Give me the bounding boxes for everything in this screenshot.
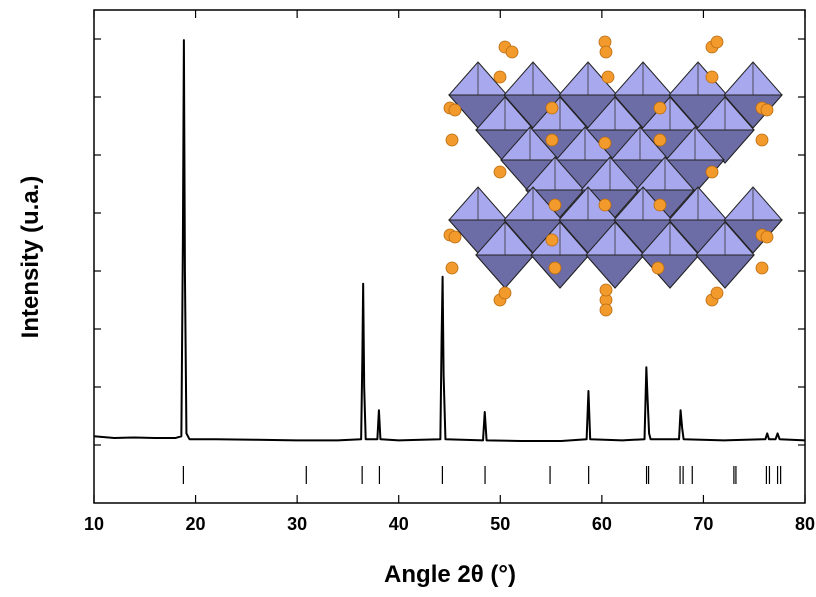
octahedron-face [694,254,756,289]
atom [705,70,719,84]
atom [448,103,462,117]
x-tick-label: 10 [84,514,104,534]
atom [653,198,667,212]
atom [601,70,615,84]
octahedron-face [474,254,536,289]
atom [755,133,769,147]
atom [599,303,613,317]
x-tick-label: 40 [389,514,409,534]
y-axis-title: Intensity (u.a.) [17,176,44,339]
atom [545,101,559,115]
atom [598,198,612,212]
atom [710,35,724,49]
x-tick-label: 20 [186,514,206,534]
atom [493,70,507,84]
atom [760,103,774,117]
atom [710,286,724,300]
atom [548,261,562,275]
atom [545,133,559,147]
atom [599,45,613,59]
atom [755,261,769,275]
atom [599,283,613,297]
diffraction-pattern [93,39,806,442]
atom [448,230,462,244]
octahedron-face [584,254,646,289]
octahedron-face [639,254,701,289]
atom [545,233,559,247]
x-tick-label: 50 [490,514,510,534]
atom [498,286,512,300]
atom [760,230,774,244]
atom [548,198,562,212]
x-tick-label: 30 [287,514,307,534]
atom [445,133,459,147]
atom [653,101,667,115]
atom [653,133,667,147]
x-tick-label: 80 [795,514,815,534]
atom [445,261,459,275]
atom [505,45,519,59]
plot-frame [93,9,806,504]
x-axis-title: Angle 2θ (°) [384,561,516,588]
atom [598,136,612,150]
x-tick-label: 60 [592,514,612,534]
crystal-structure-inset [443,35,784,317]
x-tick-label: 70 [693,514,713,534]
atom [705,165,719,179]
atom [651,261,665,275]
atom [493,165,507,179]
